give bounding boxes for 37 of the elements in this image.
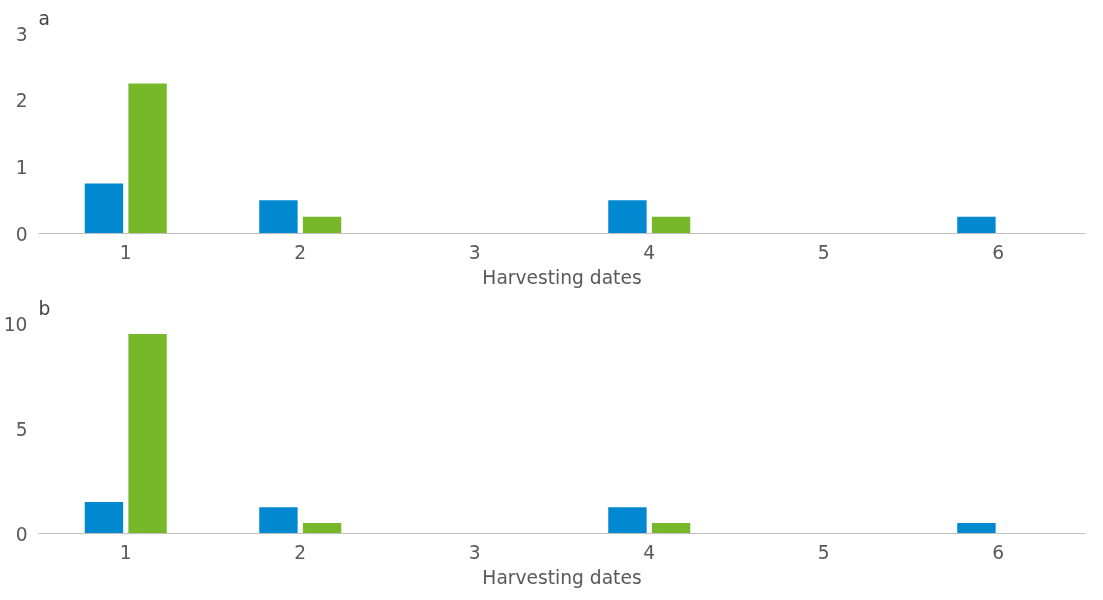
x-tick-label: 5 xyxy=(817,241,830,263)
y-tick-label: 10 xyxy=(3,313,28,335)
bar xyxy=(608,507,647,534)
bar xyxy=(84,502,124,534)
x-axis-title: Harvesting dates xyxy=(482,566,642,588)
bar xyxy=(302,523,342,534)
bar xyxy=(128,334,167,534)
bar xyxy=(651,523,691,534)
bar xyxy=(651,216,691,234)
bar xyxy=(957,216,996,234)
x-tick-label: 2 xyxy=(294,241,307,263)
x-tick-label: 3 xyxy=(468,241,481,263)
x-tick-label: 4 xyxy=(643,541,656,563)
y-tick-label: 0 xyxy=(15,523,28,545)
x-tick-label: 2 xyxy=(294,541,307,563)
bar xyxy=(84,183,124,234)
x-tick-label: 1 xyxy=(119,241,132,263)
x-tick-label: 3 xyxy=(468,541,481,563)
x-tick-label: 4 xyxy=(643,241,656,263)
chart-title: b xyxy=(38,297,51,319)
y-tick-label: 2 xyxy=(15,90,28,112)
bar xyxy=(259,200,298,234)
x-axis-title: Harvesting dates xyxy=(482,266,642,288)
x-tick-label: 1 xyxy=(119,541,132,563)
chart-title: a xyxy=(38,7,50,29)
bar xyxy=(608,200,647,234)
x-tick-label: 5 xyxy=(817,541,830,563)
x-tick-label: 6 xyxy=(992,541,1005,563)
bar xyxy=(259,507,298,534)
y-tick-label: 3 xyxy=(15,23,28,45)
y-tick-label: 0 xyxy=(15,223,28,245)
y-tick-label: 5 xyxy=(15,418,28,440)
bar xyxy=(128,83,167,234)
x-tick-label: 6 xyxy=(992,241,1005,263)
y-tick-label: 1 xyxy=(15,156,28,178)
bar xyxy=(957,523,996,534)
bar xyxy=(302,216,342,234)
